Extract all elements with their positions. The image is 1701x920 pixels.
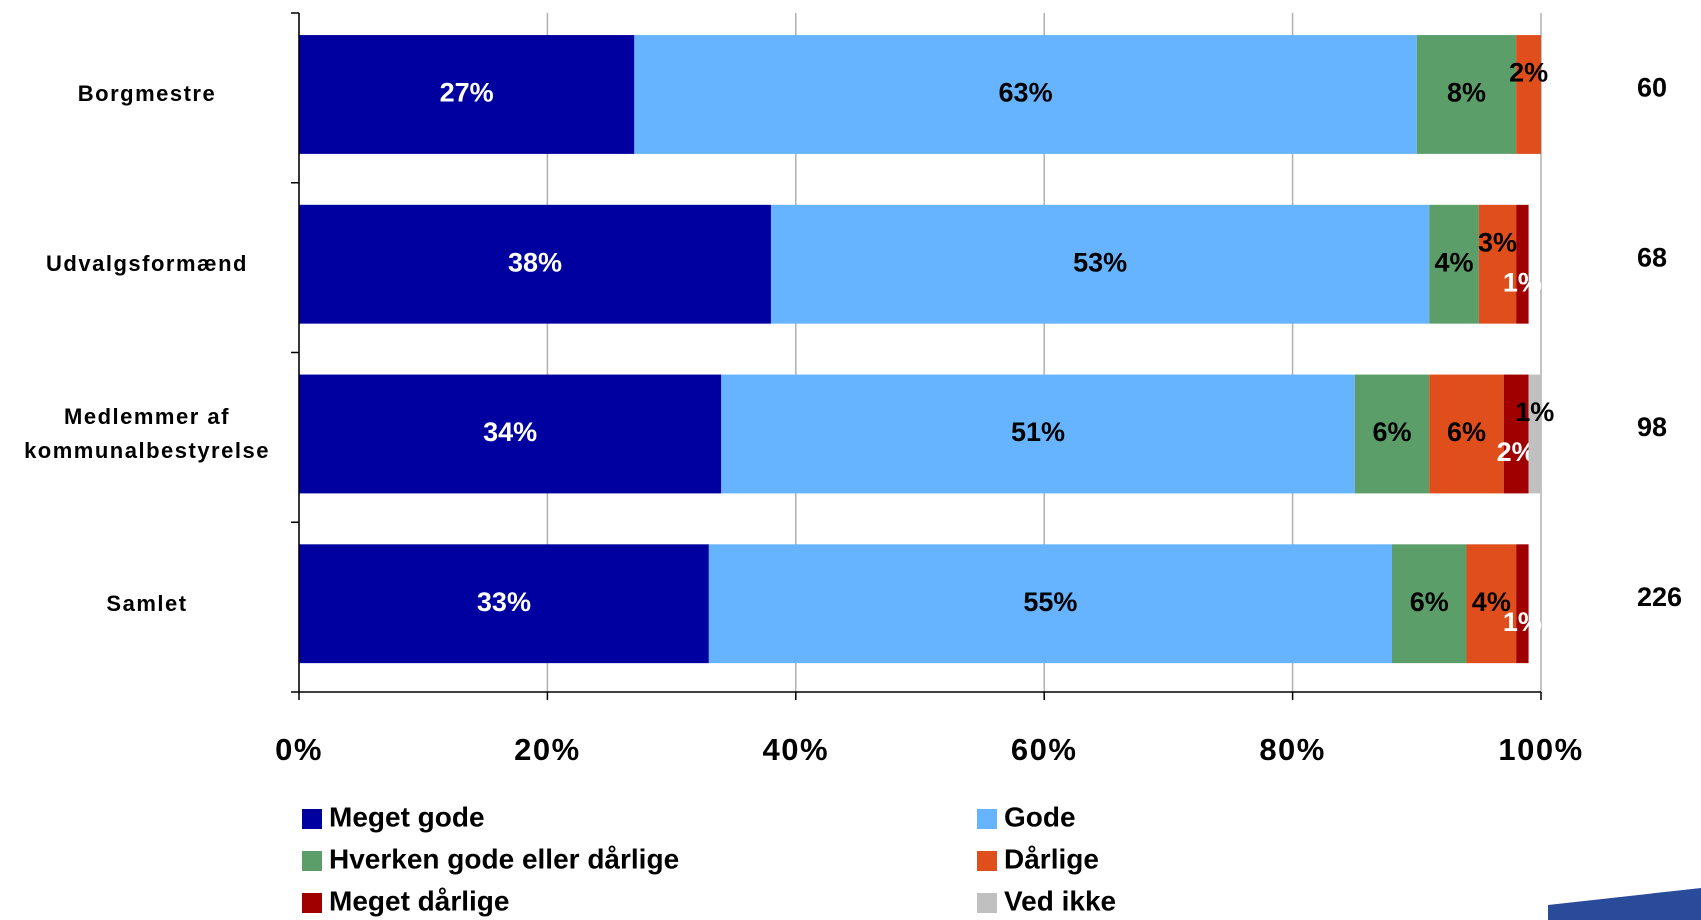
data-label: 1% bbox=[1515, 397, 1554, 427]
bar-segment bbox=[1516, 544, 1528, 663]
x-tick-label: 0% bbox=[275, 732, 323, 767]
legend-swatch bbox=[977, 893, 997, 913]
legend-label: Gode bbox=[1004, 801, 1076, 832]
data-label: 6% bbox=[1372, 417, 1411, 447]
data-label: 34% bbox=[483, 417, 537, 447]
data-label: 6% bbox=[1447, 417, 1486, 447]
bar-segment bbox=[1516, 35, 1541, 154]
data-label: 4% bbox=[1435, 247, 1474, 277]
bar-segment bbox=[1529, 375, 1541, 494]
data-label: 8% bbox=[1447, 78, 1486, 108]
x-tick-label: 80% bbox=[1259, 732, 1326, 767]
x-tick-label: 100% bbox=[1498, 732, 1583, 767]
x-tick-label: 40% bbox=[763, 732, 830, 767]
legend-label: Ved ikke bbox=[1004, 885, 1116, 916]
count-label: 226 bbox=[1637, 582, 1682, 612]
legend-swatch bbox=[302, 851, 322, 871]
category-label: Udvalgsformænd bbox=[16, 247, 278, 281]
legend-swatch bbox=[302, 893, 322, 913]
category-label: Samlet bbox=[16, 587, 278, 621]
data-label: 51% bbox=[1011, 417, 1065, 447]
data-label: 3% bbox=[1478, 227, 1517, 257]
legend-label: Hverken gode eller dårlige bbox=[329, 843, 679, 874]
x-tick-label: 60% bbox=[1011, 732, 1078, 767]
count-label: 60 bbox=[1637, 73, 1667, 103]
bar-segment bbox=[1516, 205, 1528, 324]
legend-swatch bbox=[977, 809, 997, 829]
legend-swatch bbox=[977, 851, 997, 871]
data-label: 1% bbox=[1503, 267, 1542, 297]
data-label: 55% bbox=[1023, 587, 1077, 617]
bar-segment bbox=[1504, 375, 1529, 494]
data-label: 1% bbox=[1503, 607, 1542, 637]
data-label: 53% bbox=[1073, 247, 1127, 277]
data-label: 63% bbox=[999, 78, 1053, 108]
data-label: 2% bbox=[1509, 58, 1548, 88]
category-label: Medlemmer af kommunalbestyrelse bbox=[16, 400, 278, 468]
count-label: 98 bbox=[1637, 412, 1667, 442]
decoration bbox=[1548, 888, 1701, 920]
legend-label: Meget gode bbox=[329, 801, 485, 832]
count-label: 68 bbox=[1637, 242, 1667, 272]
bar-segment bbox=[1479, 205, 1516, 324]
legend-label: Dårlige bbox=[1004, 843, 1099, 874]
x-tick-label: 20% bbox=[514, 732, 581, 767]
data-label: 27% bbox=[440, 78, 494, 108]
legend-swatch bbox=[302, 809, 322, 829]
category-label: Borgmestre bbox=[16, 77, 278, 111]
legend-label: Meget dårlige bbox=[329, 885, 509, 916]
data-label: 38% bbox=[508, 247, 562, 277]
data-label: 33% bbox=[477, 587, 531, 617]
data-label: 6% bbox=[1410, 587, 1449, 617]
page: 0% 20% 40% 60% 80% 100% 27% 63% 8% 2% 60 38% 53% 4%3%… bbox=[0, 0, 1701, 920]
